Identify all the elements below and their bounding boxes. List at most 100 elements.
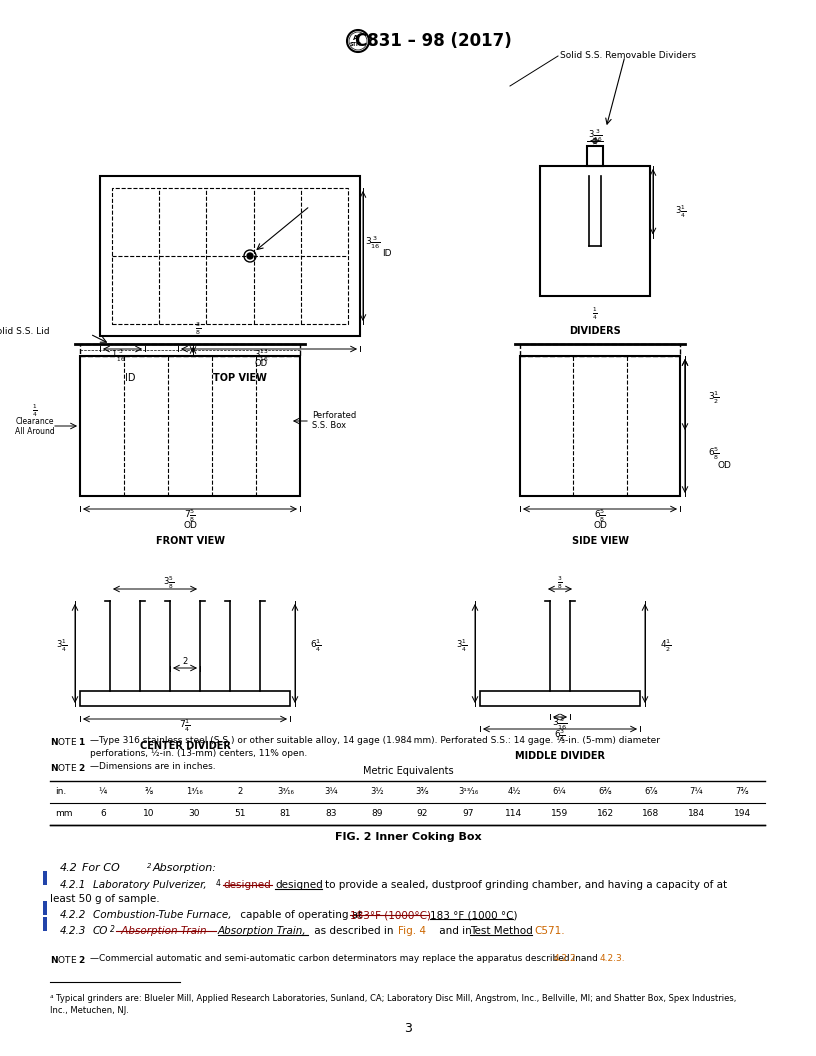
Bar bbox=[43, 901, 47, 914]
Text: 1³⁄₁₆: 1³⁄₁₆ bbox=[186, 788, 202, 796]
Text: and: and bbox=[578, 954, 601, 963]
Text: ID: ID bbox=[125, 373, 135, 383]
Text: Laboratory Pulverizer,: Laboratory Pulverizer, bbox=[93, 880, 206, 890]
Text: 6¼: 6¼ bbox=[552, 788, 566, 796]
Text: Clearance: Clearance bbox=[16, 416, 54, 426]
Text: 7⅜: 7⅜ bbox=[735, 788, 749, 796]
Text: $6\frac{1}{4}$: $6\frac{1}{4}$ bbox=[310, 638, 322, 655]
Bar bbox=[480, 691, 640, 706]
Text: 30: 30 bbox=[188, 810, 200, 818]
Text: Combustion-Tube Furnace,: Combustion-Tube Furnace, bbox=[93, 910, 232, 920]
Text: Test Method: Test Method bbox=[470, 926, 533, 936]
Text: least 50 g of sample.: least 50 g of sample. bbox=[50, 894, 160, 904]
Text: 4: 4 bbox=[216, 879, 221, 888]
Text: designed: designed bbox=[223, 880, 271, 890]
Text: STM: STM bbox=[350, 41, 362, 46]
Text: 81: 81 bbox=[280, 810, 291, 818]
Text: mm: mm bbox=[55, 810, 73, 818]
Text: MIDDLE DIVIDER: MIDDLE DIVIDER bbox=[515, 751, 605, 761]
Text: $4\frac{1}{2}$: $4\frac{1}{2}$ bbox=[660, 638, 672, 655]
Bar bbox=[43, 871, 47, 885]
Text: 184: 184 bbox=[688, 810, 705, 818]
Text: SIDE VIEW: SIDE VIEW bbox=[571, 536, 628, 546]
Text: 4.2.3: 4.2.3 bbox=[60, 926, 86, 936]
Text: —Dimensions are in inches.: —Dimensions are in inches. bbox=[90, 762, 215, 771]
Bar bbox=[520, 356, 680, 496]
Text: TOP VIEW: TOP VIEW bbox=[213, 373, 267, 383]
Text: 7¼: 7¼ bbox=[690, 788, 703, 796]
Text: as described in: as described in bbox=[311, 926, 397, 936]
Text: capable of operating at: capable of operating at bbox=[237, 910, 366, 920]
Text: to provide a sealed, dustproof grinding chamber, and having a capacity of at: to provide a sealed, dustproof grinding … bbox=[325, 880, 727, 890]
Text: 97: 97 bbox=[463, 810, 474, 818]
Text: N$\rm{OTE}$ 2: N$\rm{OTE}$ 2 bbox=[50, 762, 86, 773]
Text: CO: CO bbox=[93, 926, 109, 936]
Text: Inc., Metuchen, NJ.: Inc., Metuchen, NJ. bbox=[50, 1006, 129, 1015]
Text: C571.: C571. bbox=[534, 926, 565, 936]
Text: $\frac{1}{4}$: $\frac{1}{4}$ bbox=[592, 306, 598, 322]
Text: $\frac{3}{8}$: $\frac{3}{8}$ bbox=[195, 321, 201, 337]
Text: 4.2: 4.2 bbox=[60, 863, 78, 873]
Text: 3¹³⁄₁₆: 3¹³⁄₁₆ bbox=[458, 788, 478, 796]
Text: N$\rm{OTE}$ 2: N$\rm{OTE}$ 2 bbox=[50, 954, 86, 965]
Text: $3\frac{1}{4}$: $3\frac{1}{4}$ bbox=[56, 638, 68, 655]
Text: 83: 83 bbox=[326, 810, 337, 818]
Text: $3\frac{1}{4}$: $3\frac{1}{4}$ bbox=[675, 204, 686, 220]
Text: $6\frac{5}{8}$: $6\frac{5}{8}$ bbox=[594, 508, 605, 525]
Text: 2: 2 bbox=[147, 863, 152, 869]
Text: 3³⁄₁₆: 3³⁄₁₆ bbox=[277, 788, 294, 796]
Text: 2: 2 bbox=[110, 925, 115, 934]
Text: 3¼: 3¼ bbox=[324, 788, 338, 796]
Text: $1\frac{3}{16}$: $1\frac{3}{16}$ bbox=[111, 347, 126, 364]
Text: 4½: 4½ bbox=[508, 788, 521, 796]
Text: 10: 10 bbox=[143, 810, 154, 818]
Text: $3\frac{1}{2}$: $3\frac{1}{2}$ bbox=[708, 390, 720, 407]
Text: and in: and in bbox=[436, 926, 475, 936]
Bar bbox=[43, 917, 47, 931]
Bar bbox=[520, 344, 680, 356]
Text: $6\frac{5}{8}$: $6\frac{5}{8}$ bbox=[708, 446, 720, 463]
Text: 6⅞: 6⅞ bbox=[644, 788, 658, 796]
Text: OD: OD bbox=[255, 359, 268, 369]
Text: $3\frac{3}{16}$: $3\frac{3}{16}$ bbox=[365, 234, 381, 251]
Text: S.S. Box: S.S. Box bbox=[312, 421, 346, 431]
Text: Solid S.S. Lid: Solid S.S. Lid bbox=[0, 326, 50, 336]
Text: 51: 51 bbox=[234, 810, 246, 818]
Text: ⁴ Typical grinders are: Blueler Mill, Applied Research Laboratories, Sunland, CA: ⁴ Typical grinders are: Blueler Mill, Ap… bbox=[50, 994, 736, 1003]
Text: 114: 114 bbox=[505, 810, 522, 818]
Text: designed: designed bbox=[275, 880, 323, 890]
Text: perforations, ½-in. (13-mm) centers, 11% open.: perforations, ½-in. (13-mm) centers, 11%… bbox=[90, 749, 308, 758]
Text: 159: 159 bbox=[551, 810, 568, 818]
Text: Metric Equivalents: Metric Equivalents bbox=[362, 766, 454, 776]
Text: 168: 168 bbox=[642, 810, 659, 818]
Text: 6⅜: 6⅜ bbox=[598, 788, 612, 796]
Text: $\frac{1}{4}$: $\frac{1}{4}$ bbox=[32, 402, 38, 419]
Text: 4.2.1: 4.2.1 bbox=[60, 880, 86, 890]
Text: 183°F (1000°C): 183°F (1000°C) bbox=[350, 910, 431, 920]
Text: $6\frac{3}{8}$: $6\frac{3}{8}$ bbox=[554, 728, 565, 744]
Text: $3\frac{3}{16}$: $3\frac{3}{16}$ bbox=[588, 128, 602, 145]
Text: $3\frac{1}{4}$: $3\frac{1}{4}$ bbox=[456, 638, 468, 655]
Text: 4.2.3.: 4.2.3. bbox=[600, 954, 626, 963]
Text: N$\rm{OTE}$ 1: N$\rm{OTE}$ 1 bbox=[50, 736, 86, 747]
Text: $3\frac{13}{16}$: $3\frac{13}{16}$ bbox=[254, 347, 268, 364]
Text: Fig. 4: Fig. 4 bbox=[398, 926, 426, 936]
Text: 183 °F (1000 °C): 183 °F (1000 °C) bbox=[430, 910, 517, 920]
Text: OD: OD bbox=[718, 460, 732, 470]
Text: 162: 162 bbox=[596, 810, 614, 818]
Text: 3: 3 bbox=[404, 1021, 412, 1035]
Text: ¼: ¼ bbox=[99, 788, 107, 796]
Text: FIG. 2 Inner Coking Box: FIG. 2 Inner Coking Box bbox=[335, 832, 481, 842]
Bar bbox=[587, 146, 603, 166]
Text: 92: 92 bbox=[417, 810, 428, 818]
Text: —Type 316 stainless steel (S.S.) or other suitable alloy, 14 gage (1.984 mm). Pe: —Type 316 stainless steel (S.S.) or othe… bbox=[90, 736, 660, 744]
Text: Absorption Train,: Absorption Train, bbox=[218, 926, 307, 936]
Text: $7\frac{5}{8}$: $7\frac{5}{8}$ bbox=[184, 508, 196, 525]
Text: ⅜: ⅜ bbox=[144, 788, 153, 796]
Text: 194: 194 bbox=[734, 810, 751, 818]
Text: ID: ID bbox=[382, 249, 392, 259]
Bar bbox=[80, 356, 300, 496]
Bar bbox=[100, 176, 360, 336]
Text: 4.2.2: 4.2.2 bbox=[60, 910, 86, 920]
Text: C831 – 98 (2017): C831 – 98 (2017) bbox=[355, 32, 512, 50]
